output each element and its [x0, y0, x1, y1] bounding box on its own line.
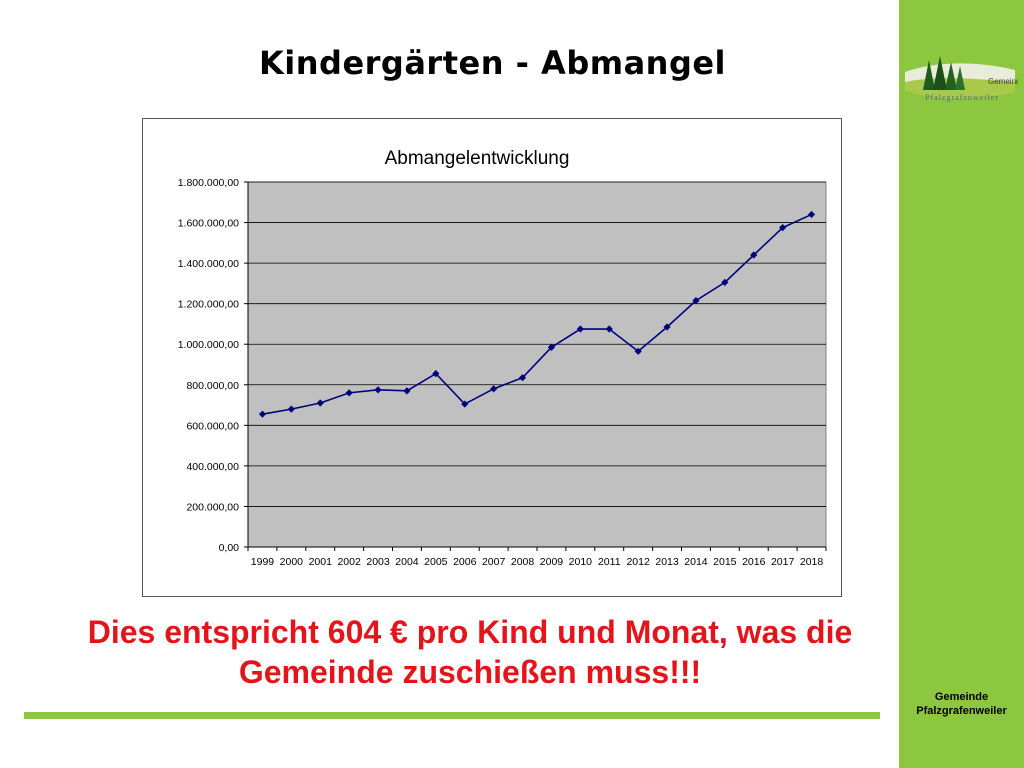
x-tick-label: 2011 [598, 556, 621, 568]
data-point [403, 387, 411, 395]
gemeinde-logo: Gemeinde Pfalzgrafenweiler [905, 56, 1018, 102]
y-tick-label: 0,00 [219, 542, 240, 554]
data-point [750, 251, 758, 259]
x-tick-label: 2016 [742, 556, 766, 568]
data-point [374, 386, 382, 394]
data-point [461, 400, 469, 408]
data-point [518, 374, 527, 382]
plot-area [247, 181, 827, 548]
chart-title: Abmangelentwicklung [385, 148, 570, 169]
x-tick-label: 2003 [366, 556, 390, 568]
footer-label: Gemeinde Pfalzgrafenweiler [899, 690, 1024, 718]
footer-line-2: Pfalzgrafenweiler [916, 705, 1007, 717]
y-tick-label: 800.000,00 [186, 380, 239, 392]
y-tick-label: 1.600.000,00 [178, 218, 239, 230]
statement-line-2: Gemeinde zuschießen muss!!! [238, 654, 702, 690]
y-tick-label: 400.000,00 [186, 461, 239, 473]
data-point [345, 389, 353, 397]
y-tick-label: 200.000,00 [186, 501, 239, 513]
y-tick-label: 1.800.000,00 [178, 177, 239, 189]
y-tick-label: 1.400.000,00 [178, 258, 239, 270]
data-point [490, 385, 498, 393]
series-line [262, 213, 812, 415]
x-tick-label: 2006 [453, 556, 477, 568]
data-point [634, 347, 642, 355]
x-tick-label: 2004 [395, 556, 419, 568]
data-point [721, 278, 729, 286]
x-tick-label: 2013 [655, 556, 679, 568]
x-tick-label: 2010 [569, 556, 593, 568]
y-tick-label: 1.000.000,00 [178, 339, 239, 351]
x-tick-label: 2002 [337, 556, 361, 568]
logo-text-gemeinde: Gemeinde [988, 77, 1018, 86]
x-tick-label: 2014 [684, 556, 708, 568]
statement-line-1: Dies entspricht 604 € pro Kind und Monat… [87, 614, 853, 650]
x-tick-label: 2008 [511, 556, 535, 568]
data-point [779, 224, 787, 232]
statement-text: Dies entspricht 604 € pro Kind und Monat… [30, 612, 910, 692]
slide-title: Kindergärten - Abmangel [258, 44, 727, 82]
x-tick-label: 2018 [800, 556, 824, 568]
footer-line-1: Gemeinde [934, 691, 989, 703]
logo-text-pfalzgrafenweiler: Pfalzgrafenweiler [925, 93, 999, 102]
x-tick-label: 2001 [309, 556, 333, 568]
y-tick-label: 600.000,00 [186, 420, 239, 432]
x-tick-label: 1999 [251, 556, 275, 568]
data-point [316, 399, 324, 407]
data-point [287, 405, 295, 413]
x-tick-label: 2012 [626, 556, 650, 568]
line-chart: Abmangelentwicklung 0,00 200.000,00 400.00… [178, 148, 827, 568]
sidebar [899, 0, 1024, 768]
y-tick-label: 1.200.000,00 [178, 299, 239, 311]
bottom-divider-bar [24, 712, 880, 719]
data-point [432, 370, 440, 378]
x-tick-label: 2009 [540, 556, 564, 568]
x-tick-label: 2000 [280, 556, 304, 568]
x-tick-label: 2007 [482, 556, 506, 568]
x-tick-label: 2005 [424, 556, 448, 568]
data-point [692, 297, 700, 305]
data-point [576, 325, 584, 333]
x-tick-label: 2017 [771, 556, 795, 568]
x-tick-label: 2015 [713, 556, 737, 568]
